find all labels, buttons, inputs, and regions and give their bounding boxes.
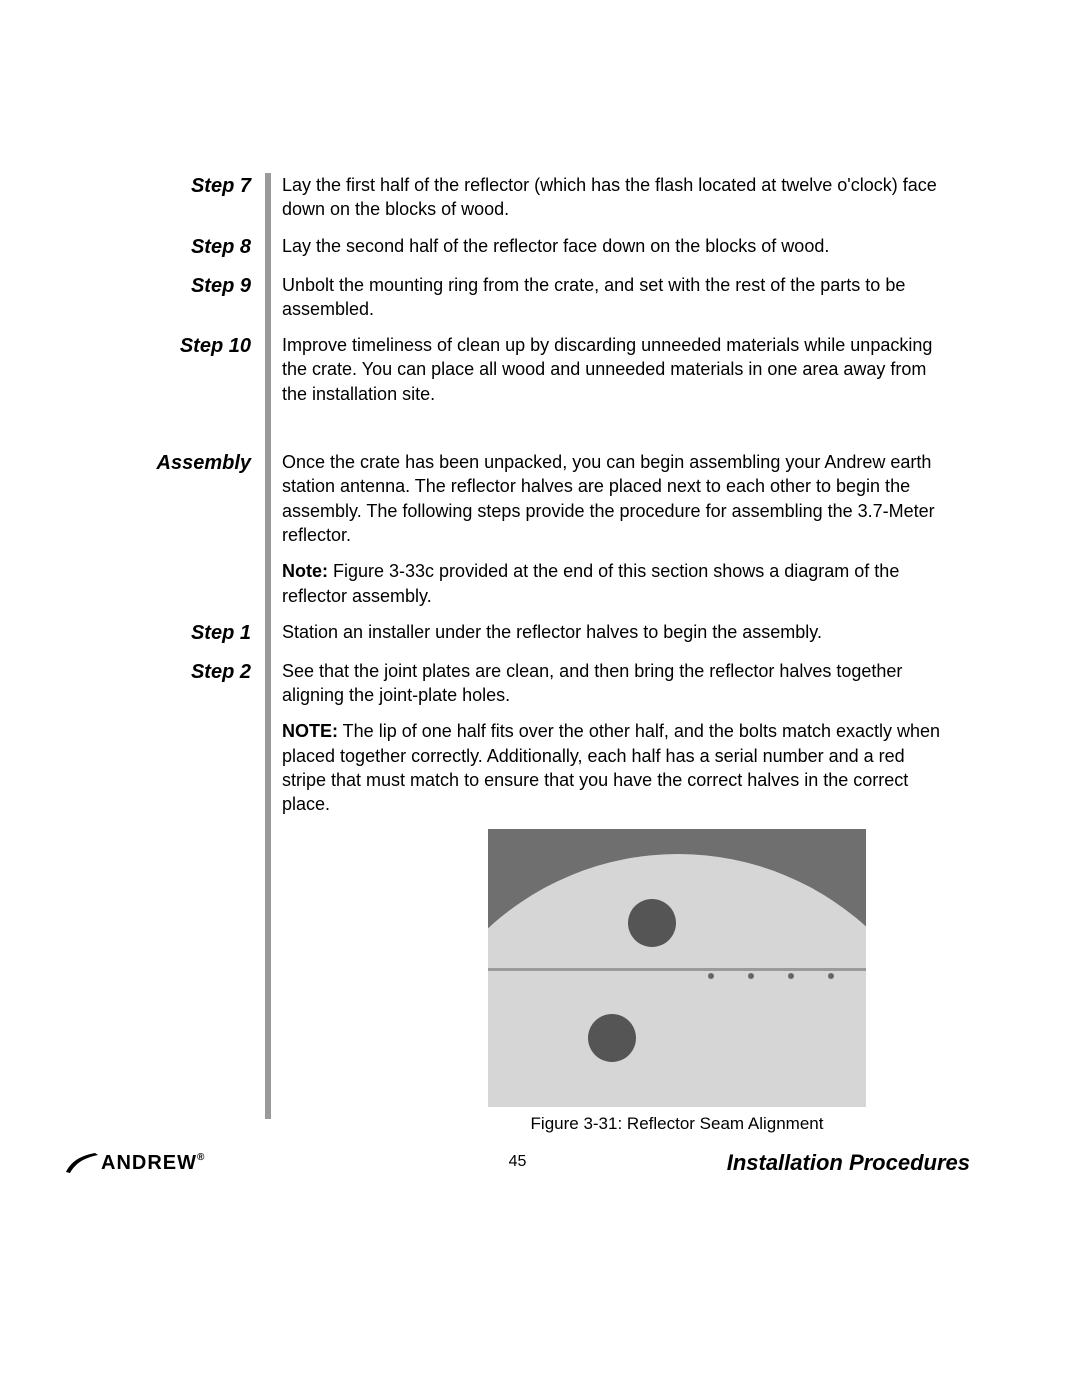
step-text: Improve timeliness of clean up by discar… [282,333,945,406]
step-text: Unbolt the mounting ring from the crate,… [282,273,945,322]
step-row: Step 8 Lay the second half of the reflec… [155,234,970,261]
section-heading: Assembly [155,450,265,608]
figure-block: Figure 3-31: Reflector Seam Alignment [282,829,945,1136]
step-row: Step 2 See that the joint plates are cle… [155,659,970,1136]
step-text: See that the joint plates are clean, and… [282,659,945,708]
page-number: 45 [65,1153,970,1171]
step-row: Step 7 Lay the first half of the reflect… [155,173,970,222]
step-label: Step 9 [155,273,265,322]
step-row: Step 10 Improve timeliness of clean up b… [155,333,970,406]
page-footer: ANDREW® 45 Installation Procedures [65,1143,970,1183]
section-row: Assembly Once the crate has been unpacke… [155,450,970,608]
section-body: Once the crate has been unpacked, you ca… [265,450,945,608]
step-row: Step 9 Unbolt the mounting ring from the… [155,273,970,322]
vertical-rule [265,173,271,1119]
note-label: NOTE: [282,721,338,741]
step-body: See that the joint plates are clean, and… [265,659,945,1136]
note-label: Note: [282,561,328,581]
step-label: Step 10 [155,333,265,406]
figure-caption: Figure 3-31: Reflector Seam Alignment [409,1113,945,1136]
step-text: Lay the second half of the reflector fac… [282,234,945,258]
step-label: Step 7 [155,173,265,222]
step-text: Lay the first half of the reflector (whi… [282,173,945,222]
figure-image [488,829,866,1107]
step-body: Improve timeliness of clean up by discar… [265,333,945,406]
step-body: Lay the first half of the reflector (whi… [265,173,945,222]
assembly-note: Note: Figure 3-33c provided at the end o… [282,559,945,608]
step-body: Lay the second half of the reflector fac… [265,234,945,261]
step-text: Station an installer under the reflector… [282,620,945,644]
step-body: Station an installer under the reflector… [265,620,945,647]
note-text: Figure 3-33c provided at the end of this… [282,561,899,605]
document-page: Step 7 Lay the first half of the reflect… [0,0,1080,1397]
assembly-intro: Once the crate has been unpacked, you ca… [282,450,945,547]
step-note: NOTE: The lip of one half fits over the … [282,719,945,816]
step-row: Step 1 Station an installer under the re… [155,620,970,647]
step-label: Step 2 [155,659,265,1136]
step-label: Step 8 [155,234,265,261]
note-text: The lip of one half fits over the other … [282,721,940,814]
step-body: Unbolt the mounting ring from the crate,… [265,273,945,322]
step-label: Step 1 [155,620,265,647]
